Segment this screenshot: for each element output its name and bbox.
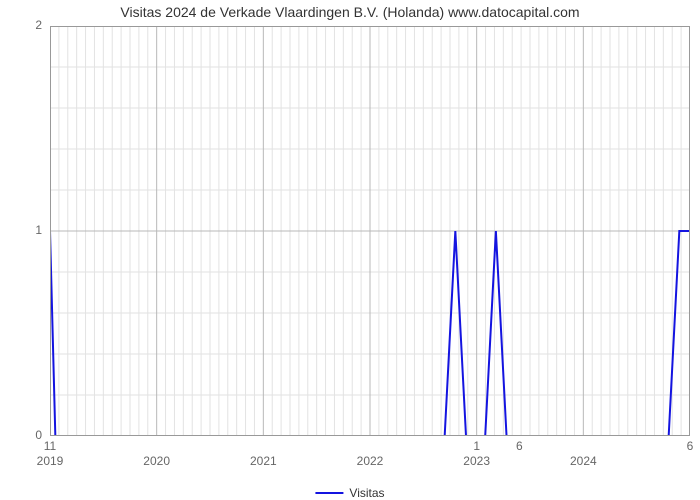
legend: Visitas xyxy=(315,486,384,500)
plot-area xyxy=(50,26,690,436)
x-tick-label: 2021 xyxy=(250,454,277,468)
legend-label: Visitas xyxy=(349,486,384,500)
x-tick-label: 2019 xyxy=(37,454,64,468)
point-label: 6 xyxy=(516,439,523,453)
x-tick-label: 2024 xyxy=(570,454,597,468)
point-label: 6 xyxy=(687,439,694,453)
x-tick-label: 2020 xyxy=(143,454,170,468)
y-tick-label: 1 xyxy=(4,223,42,237)
chart-container: Visitas 2024 de Verkade Vlaardingen B.V.… xyxy=(0,0,700,500)
x-tick-label: 2023 xyxy=(463,454,490,468)
point-label: 11 xyxy=(44,439,56,453)
legend-swatch xyxy=(315,492,343,494)
plot-svg xyxy=(50,26,690,436)
y-tick-label: 2 xyxy=(4,18,42,32)
point-label: 1 xyxy=(473,439,480,453)
chart-title: Visitas 2024 de Verkade Vlaardingen B.V.… xyxy=(0,4,700,20)
x-tick-label: 2022 xyxy=(357,454,384,468)
y-tick-label: 0 xyxy=(4,428,42,442)
